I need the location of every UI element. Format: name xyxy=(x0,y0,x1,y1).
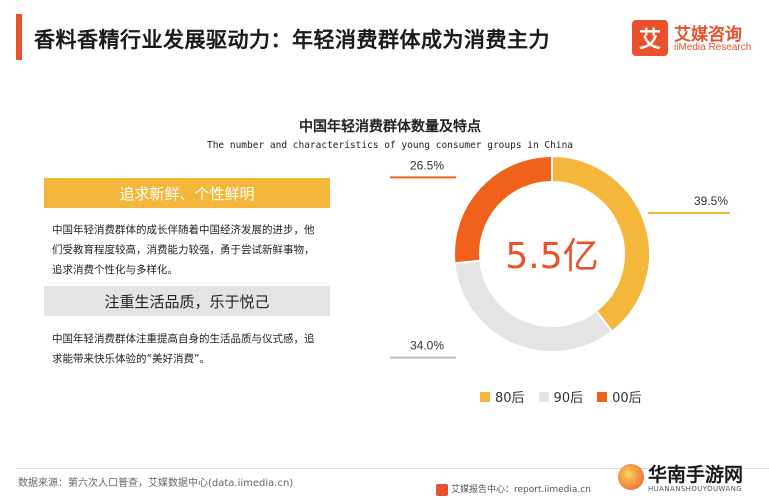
feature-label-quality: 注重生活品质，乐于悦己 xyxy=(44,286,330,316)
feature-description-fresh: 中国年轻消费群体的成长伴随着中国经济发展的进步，他 们受教育程度较高，消费能力较… xyxy=(52,220,337,280)
chart-subtitle: The number and characteristics of young … xyxy=(206,140,574,151)
feature-label-fresh: 追求新鲜、个性鲜明 xyxy=(44,178,330,208)
donut-slice-00s xyxy=(453,154,553,265)
chart-legend: 80后 90后 00后 xyxy=(480,387,642,406)
report-center-logo-icon xyxy=(436,483,448,496)
watermark-logo-icon xyxy=(618,464,644,490)
chart-title: 中国年轻消费群体数量及特点 xyxy=(299,119,481,135)
donut-chart: 39.5% 34.0% 26.5% 5.5亿 xyxy=(390,154,730,359)
logo-name-cn: 艾媒咨询 xyxy=(674,25,742,45)
feature-description-quality: 中国年轻消费群体注重提高自身的生活品质与仪式感，追 求能带来快乐体验的“美好消费… xyxy=(52,329,337,369)
iimedia-logo: 艾 艾媒咨询 iiMedia Research xyxy=(632,20,762,60)
data-source: 数据来源：第六次人口普查，艾媒数据中心(data.iimedia.cn) xyxy=(18,478,294,489)
legend-item-00s: 00后 xyxy=(597,387,642,406)
footer-divider xyxy=(16,468,769,469)
legend-label-90s: 90后 xyxy=(553,391,584,406)
feature-description-line: 们受教育程度较高，消费能力较强，勇于尝试新鲜事物， xyxy=(52,244,315,256)
center-total-label: 5.5亿 xyxy=(505,236,598,277)
title-accent-bar xyxy=(16,14,22,60)
legend-label-00s: 00后 xyxy=(612,391,642,406)
legend-item-90s: 90后 xyxy=(538,387,584,406)
logo-mark: 艾 xyxy=(632,20,668,56)
logo-name-en: iiMedia Research xyxy=(674,42,752,53)
legend-label-80s: 80后 xyxy=(495,391,525,406)
legend-item-80s: 80后 xyxy=(480,387,525,406)
watermark-name-cn: 华南手游网 xyxy=(648,464,744,486)
feature-description-line: 求能带来快乐体验的“美好消费”。 xyxy=(52,353,210,365)
report-center-text: 艾媒报告中心：report.iimedia.cn xyxy=(451,485,591,495)
data-label-00s: 26.5% xyxy=(410,158,444,172)
watermark-name-en: HUANANSHOUYOUWANG xyxy=(648,485,743,493)
data-label-90s: 34.0% xyxy=(410,339,444,353)
legend-swatch-90s xyxy=(538,391,549,402)
page-title: 香料香精行业发展驱动力：年轻消费群体成为消费主力 xyxy=(34,28,550,52)
feature-description-line: 中国年轻消费群体注重提高自身的生活品质与仪式感，追 xyxy=(52,333,315,345)
report-center: 艾媒报告中心：report.iimedia.cn xyxy=(436,482,591,496)
watermark: 华南手游网 HUANANSHOUYOUWANG xyxy=(618,460,766,498)
data-label-80s: 39.5% xyxy=(694,194,728,208)
legend-swatch-00s xyxy=(597,391,608,402)
legend-swatch-80s xyxy=(480,391,490,402)
feature-description-line: 中国年轻消费群体的成长伴随着中国经济发展的进步，他 xyxy=(52,224,315,236)
feature-description-line: 追求消费个性化与多样化。 xyxy=(52,264,178,276)
